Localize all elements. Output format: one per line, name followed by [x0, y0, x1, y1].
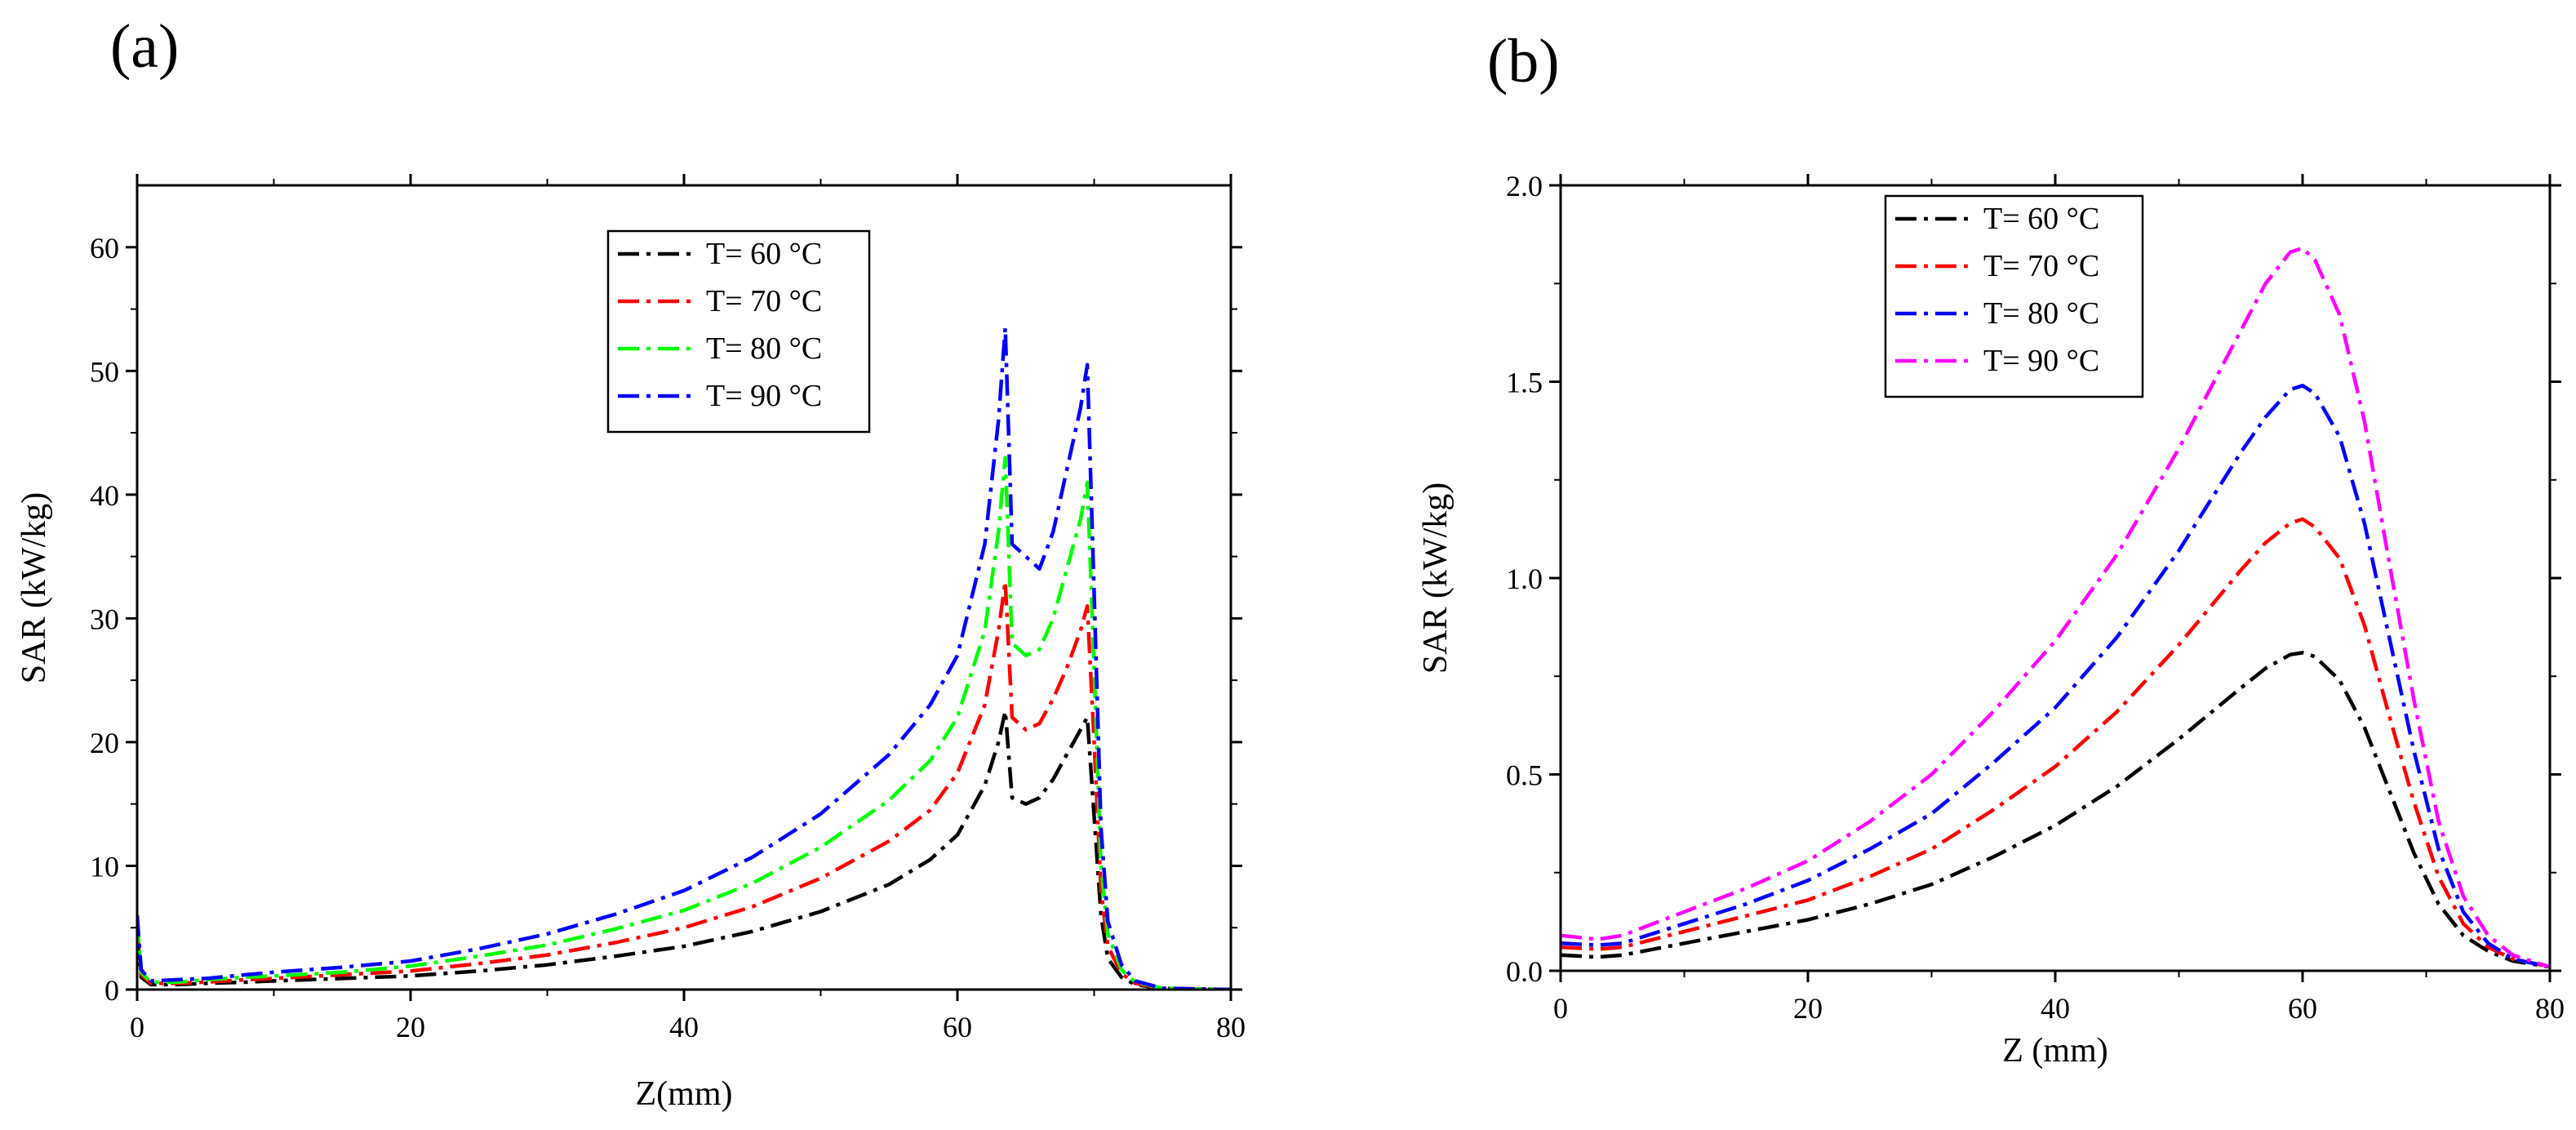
panel-a-y-tick-label: 10: [90, 850, 119, 883]
panel-b-x-tick-label: 60: [2288, 992, 2317, 1025]
panel-b-y-axis-label: SAR (kW/kg): [1417, 483, 1455, 674]
panel-b-y-tick-label: 1.0: [1506, 563, 1543, 595]
panel-b-series-line-3: [1561, 384, 2550, 969]
panel-a-x-tick-label: 60: [943, 1011, 972, 1043]
panel-b-x-axis-label: Z (mm): [2002, 1032, 2107, 1070]
panel-a-y-tick-label: 40: [90, 479, 119, 512]
panel-a-label: (a): [110, 12, 179, 81]
panel-a-ticks: 0 20 40 60 80 0 10 20 30 40 50 60: [90, 174, 1246, 1043]
panel-b-label: (b): [1487, 27, 1560, 96]
panel-b-legend-label-1: T= 60 °C: [1983, 202, 2099, 236]
panel-a-legend-box: [606, 229, 871, 434]
panel-a-legend-label-2: T= 70 °C: [706, 284, 822, 318]
panel-b-ticks: 0 20 40 60 80 0.0 0.5 1.0 1.5 2.0: [1506, 170, 2565, 1025]
panel-a-y-axis-label: SAR (kW/kg): [16, 492, 53, 684]
panel-a-legend-label-1: T= 60 °C: [706, 237, 822, 271]
panel-a-x-tick-label: 40: [669, 1011, 699, 1043]
panel-b: (b) 0 20 40 60 80 0.0 0.5 1.0 1.5 2.0 Z (mm) SAR …: [1417, 27, 2565, 1070]
panel-b-legend-label-3: T= 80 °C: [1983, 296, 2099, 331]
panel-a-series-layer: [137, 326, 1231, 990]
panel-b-y-tick-label: 1.5: [1506, 367, 1543, 399]
panel-b-y-tick-label: 2.0: [1506, 170, 1543, 202]
panel-a-y-tick-label: 30: [90, 603, 119, 635]
panel-b-x-tick-label: 80: [2535, 992, 2565, 1025]
panel-a-series-line-4: [137, 326, 1231, 990]
panel-a-legend-label-3: T= 80 °C: [706, 331, 822, 366]
panel-b-series-line-4: [1561, 246, 2550, 969]
panel-a-y-tick-label: 0: [104, 974, 119, 1007]
panel-a-legend: T= 60 °C T= 70 °C T= 80 °C T= 90 °C: [606, 229, 871, 434]
panel-a-series-line-1: [137, 709, 1231, 990]
panel-a-y-tick-label: 20: [90, 727, 119, 759]
panel-b-series-line-2: [1561, 517, 2550, 969]
panel-b-y-tick-label: 0.0: [1506, 955, 1543, 988]
panel-b-legend: T= 60 °C T= 70 °C T= 80 °C T= 90 °C: [1884, 194, 2144, 398]
panel-a-x-tick-label: 0: [130, 1011, 144, 1043]
panel-b-series-layer: [1561, 246, 2550, 969]
panel-a-series-line-3: [137, 456, 1231, 990]
panel-b-x-tick-label: 20: [1793, 992, 1823, 1025]
panel-b-y-tick-label: 0.5: [1506, 759, 1543, 792]
panel-a-x-tick-label: 20: [396, 1011, 425, 1043]
panel-b-x-tick-label: 40: [2041, 992, 2070, 1025]
panel-b-x-tick-label: 0: [1553, 992, 1568, 1025]
panel-b-series-line-1: [1561, 651, 2550, 969]
panel-a-x-axis-label: Z(mm): [636, 1075, 733, 1113]
panel-a-legend-label-4: T= 90 °C: [706, 379, 822, 413]
panel-a-y-tick-label: 60: [90, 232, 119, 265]
panel-a: (a) 0 20 40 60 80 0 10 20 30 40 50 60 Z(mm) SAR (kW…: [16, 12, 1246, 1113]
panel-b-legend-label-2: T= 70 °C: [1983, 249, 2099, 283]
panel-a-y-tick-label: 50: [90, 355, 119, 388]
panel-a-series-line-2: [137, 579, 1231, 990]
panel-a-x-tick-label: 80: [1216, 1011, 1246, 1043]
panel-b-legend-box: [1884, 194, 2144, 398]
panel-b-legend-label-4: T= 90 °C: [1983, 344, 2099, 378]
